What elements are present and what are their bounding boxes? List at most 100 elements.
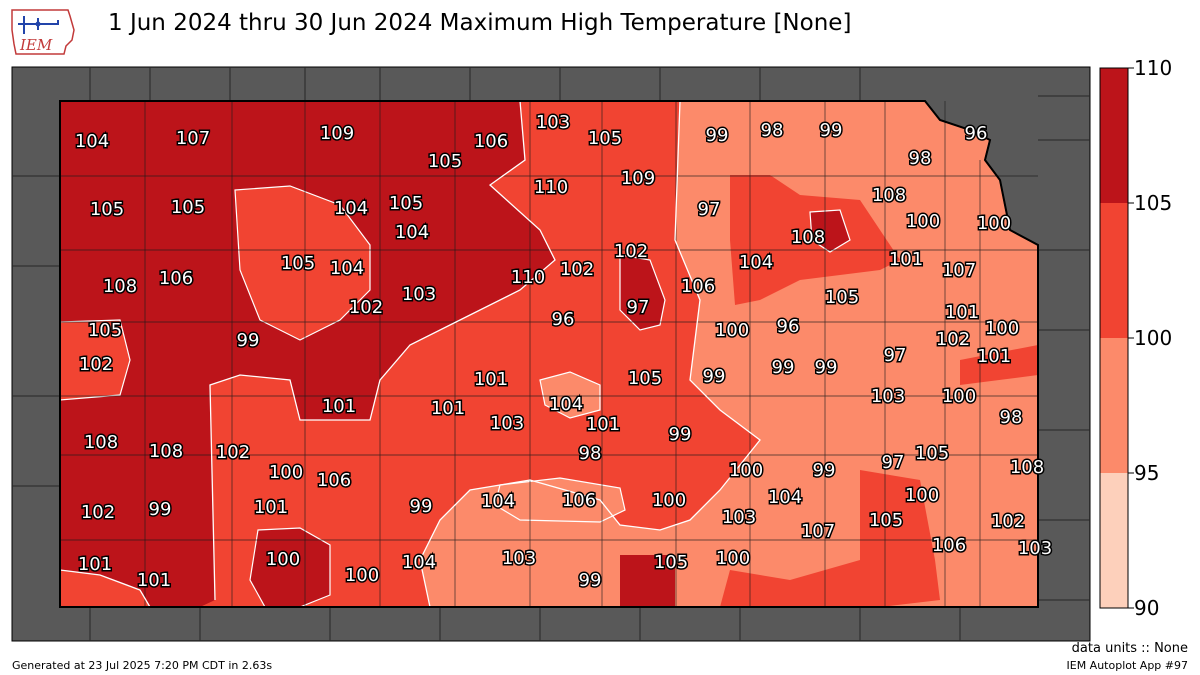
value-label: 106: [562, 490, 596, 511]
pocket-102: [234, 185, 371, 341]
value-label: 109: [320, 123, 354, 144]
contour-lines: [59, 100, 761, 608]
value-label: 100: [715, 320, 749, 341]
state-outline: [59, 100, 1039, 608]
value-label: 104: [549, 394, 583, 415]
value-label: 105: [869, 510, 903, 531]
colorbar-tick-label: 105: [1134, 191, 1173, 215]
value-label: 98: [579, 443, 602, 464]
value-label: 99: [579, 570, 602, 591]
value-label: 100: [905, 485, 939, 506]
value-label: 96: [552, 309, 575, 330]
value-label: 102: [991, 511, 1025, 532]
value-label: 103: [722, 507, 756, 528]
value-label: 101: [977, 346, 1011, 367]
value-label: 98: [909, 148, 932, 169]
value-label: 99: [410, 496, 433, 517]
value-label: 109: [621, 168, 655, 189]
value-label: 104: [481, 491, 515, 512]
colorbar-tick-label: 100: [1134, 326, 1173, 350]
value-label: 100: [729, 460, 763, 481]
value-label: 102: [216, 442, 250, 463]
value-label: 99: [669, 424, 692, 445]
value-label: 101: [254, 497, 288, 518]
value-label: 100: [906, 211, 940, 232]
iem-logo: IEM: [8, 6, 76, 60]
value-label: 105: [281, 253, 315, 274]
colorbar-band-95-100: [1100, 338, 1128, 473]
value-label: 100: [269, 462, 303, 483]
data-units: data units :: None: [1071, 641, 1188, 656]
value-label: 100: [652, 490, 686, 511]
value-label: 101: [322, 396, 356, 417]
value-label: 102: [614, 241, 648, 262]
value-label: 100: [977, 213, 1011, 234]
value-label: 101: [431, 398, 465, 419]
value-label: 105: [588, 128, 622, 149]
value-label: 97: [627, 297, 650, 318]
value-labels: 104 107 109 106 103 105 99 98 99 96 105 98 105 105 109…: [73, 111, 1053, 593]
value-label: 107: [801, 521, 835, 542]
generated-note: Generated at 23 Jul 2025 7:20 PM CDT in …: [12, 659, 273, 672]
band-105-110: [60, 101, 555, 607]
value-label: 99: [149, 499, 172, 520]
band-100-105-east: [960, 345, 1038, 385]
value-label: 101: [137, 570, 171, 591]
value-label: 101: [78, 554, 112, 575]
value-label: 100: [266, 549, 300, 570]
value-label: 110: [511, 267, 545, 288]
value-label: 100: [716, 548, 750, 569]
value-label: 99: [820, 120, 843, 141]
value-label: 105: [654, 552, 688, 573]
value-label: 105: [88, 320, 122, 341]
value-label: 99: [813, 460, 836, 481]
value-label: 103: [490, 413, 524, 434]
value-label: 99: [703, 366, 726, 387]
colorbar-tick-label: 90: [1134, 596, 1160, 620]
colorbar: [1099, 67, 1134, 609]
county-lines: [60, 101, 1038, 607]
value-label: 107: [942, 260, 976, 281]
value-label: 105: [389, 193, 423, 214]
value-label: 101: [586, 414, 620, 435]
value-label: 106: [474, 131, 508, 152]
app-label: IEM Autoplot App #97: [1066, 659, 1189, 672]
value-label: 103: [536, 112, 570, 133]
value-label: 104: [75, 131, 109, 152]
value-label: 102: [349, 297, 383, 318]
value-label: 97: [698, 199, 721, 220]
value-label: 98: [761, 120, 784, 141]
value-label: 101: [474, 369, 508, 390]
value-label: 108: [149, 441, 183, 462]
value-label: 107: [176, 128, 210, 149]
value-label: 105: [915, 443, 949, 464]
value-label: 99: [706, 125, 729, 146]
value-label: 104: [334, 198, 368, 219]
value-label: 106: [317, 470, 351, 491]
page-title: 1 Jun 2024 thru 30 Jun 2024 Maximum High…: [108, 10, 852, 36]
colorbar-band-100-105: [1100, 203, 1128, 338]
value-label: 104: [330, 258, 364, 279]
colorbar-band-90-95: [1100, 473, 1128, 608]
value-label: 105: [628, 368, 662, 389]
value-label: 105: [825, 287, 859, 308]
value-label: 102: [81, 502, 115, 523]
colorbar-tick-label: 95: [1134, 461, 1160, 485]
value-label: 103: [502, 548, 536, 569]
value-label: 102: [936, 329, 970, 350]
value-label: 103: [1018, 538, 1052, 559]
value-label: 103: [402, 284, 436, 305]
value-label: 96: [965, 123, 988, 144]
pocket-105-south: [620, 555, 675, 607]
value-label: 106: [932, 535, 966, 556]
colorbar-band-105-110: [1100, 68, 1128, 203]
value-label: 108: [103, 276, 137, 297]
value-label: 106: [681, 276, 715, 297]
value-label: 108: [872, 185, 906, 206]
value-label: 108: [1010, 457, 1044, 478]
value-label: 100: [345, 565, 379, 586]
value-label: 104: [768, 487, 802, 508]
svg-text:IEM: IEM: [19, 36, 53, 54]
value-label: 99: [772, 357, 795, 378]
